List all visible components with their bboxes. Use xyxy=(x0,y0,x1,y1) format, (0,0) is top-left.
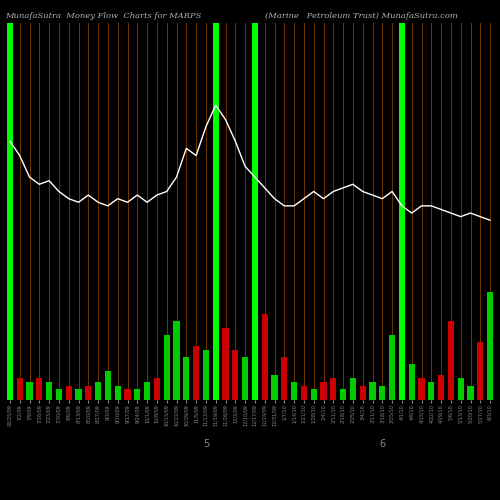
Bar xyxy=(330,378,336,400)
Bar xyxy=(360,386,366,400)
Bar xyxy=(16,378,23,400)
Text: (Marine   Petroleum Trust) MunafaSutra.com: (Marine Petroleum Trust) MunafaSutra.com xyxy=(265,12,458,20)
Bar xyxy=(134,389,140,400)
Bar xyxy=(300,386,307,400)
Bar xyxy=(389,336,396,400)
Bar xyxy=(487,292,494,400)
Bar xyxy=(95,382,102,400)
Bar xyxy=(154,378,160,400)
Bar xyxy=(408,364,415,400)
Bar xyxy=(458,378,464,400)
Bar xyxy=(281,357,287,400)
Bar xyxy=(232,350,238,400)
Bar xyxy=(370,382,376,400)
Bar xyxy=(242,357,248,400)
Bar xyxy=(6,22,13,400)
Bar xyxy=(183,357,190,400)
Bar xyxy=(379,386,386,400)
Bar xyxy=(272,375,278,400)
Bar xyxy=(104,371,111,400)
Bar xyxy=(124,389,130,400)
Bar xyxy=(164,336,170,400)
Bar xyxy=(262,314,268,400)
Bar xyxy=(448,321,454,400)
Bar xyxy=(212,22,219,400)
Bar xyxy=(468,386,473,400)
Bar xyxy=(26,382,32,400)
Bar xyxy=(320,382,326,400)
Bar xyxy=(193,346,200,400)
Bar xyxy=(85,386,91,400)
Bar xyxy=(76,389,82,400)
Text: 6: 6 xyxy=(379,439,386,449)
Bar xyxy=(398,22,405,400)
Bar xyxy=(202,350,209,400)
Bar xyxy=(477,342,484,400)
Bar xyxy=(222,328,228,400)
Bar xyxy=(310,389,317,400)
Bar xyxy=(418,378,424,400)
Bar xyxy=(36,378,43,400)
Bar xyxy=(174,321,180,400)
Text: MunafaSutra  Money Flow  Charts for MARPS: MunafaSutra Money Flow Charts for MARPS xyxy=(5,12,202,20)
Bar xyxy=(340,389,346,400)
Bar xyxy=(56,389,62,400)
Bar xyxy=(350,378,356,400)
Bar xyxy=(438,375,444,400)
Bar xyxy=(144,382,150,400)
Bar xyxy=(66,386,72,400)
Bar xyxy=(46,382,52,400)
Bar xyxy=(114,386,121,400)
Bar xyxy=(428,382,434,400)
Bar xyxy=(252,22,258,400)
Bar xyxy=(291,382,298,400)
Text: 5: 5 xyxy=(203,439,209,449)
